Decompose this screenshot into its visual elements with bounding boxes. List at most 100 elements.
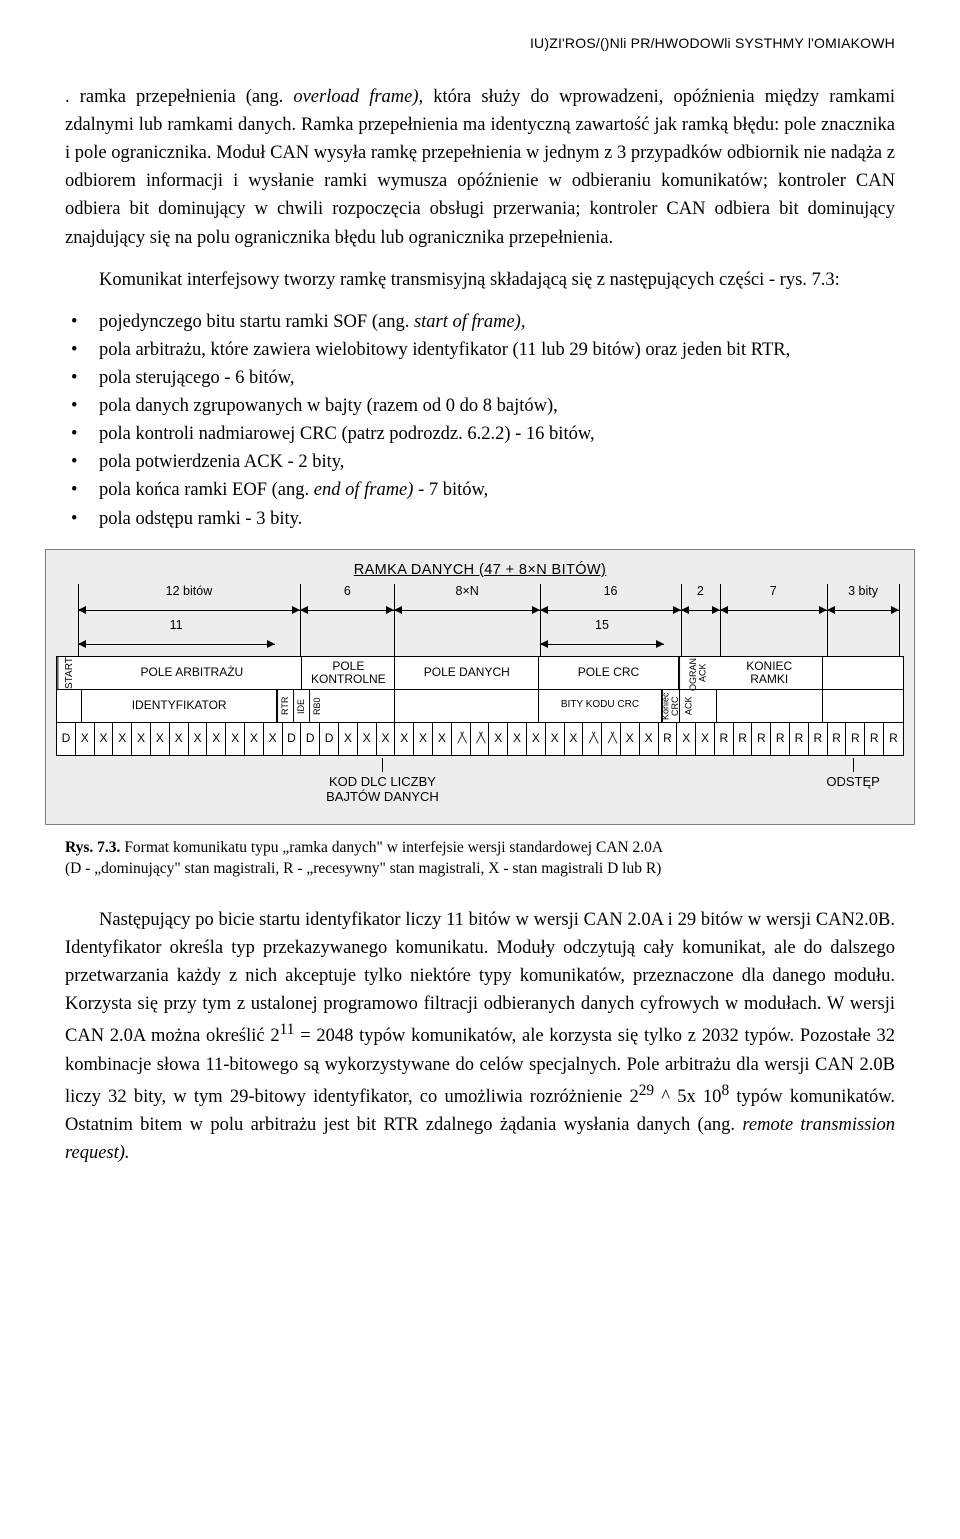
bit-cell <box>452 723 471 755</box>
bit-cell: R <box>865 723 884 755</box>
bit-cell: X <box>489 723 508 755</box>
bit-cell: D <box>320 723 339 755</box>
p3-sup1: 11 <box>280 1021 295 1038</box>
bit-cell: R <box>884 723 903 755</box>
dim-label: 3 bity <box>848 584 878 598</box>
list-item: pola kontroli nadmiarowej CRC (patrz pod… <box>65 420 895 448</box>
bit-cell: X <box>189 723 208 755</box>
bit-cell: X <box>696 723 715 755</box>
caption-label: Rys. 7.3. <box>65 839 120 856</box>
dim-label: 2 <box>697 584 704 598</box>
bit-cell <box>602 723 621 755</box>
bit-cell: R <box>659 723 678 755</box>
bit-cell: R <box>734 723 753 755</box>
bit-cell: R <box>828 723 847 755</box>
dim-label: 8×N <box>456 584 479 598</box>
bit-cell: R <box>809 723 828 755</box>
paragraph-intro-frame-parts: Komunikat interfejsowy tworzy ramkę tran… <box>65 266 895 294</box>
li-text: pola danych zgrupowanych w bajty (razem … <box>99 396 558 416</box>
frame-cell: BITY KODU CRC <box>539 690 662 722</box>
bit-cell: X <box>151 723 170 755</box>
bit-cell: X <box>339 723 358 755</box>
frame-cell: RB0 <box>309 690 325 722</box>
bit-cell: R <box>790 723 809 755</box>
frame-cell: Koniec CRC <box>662 690 679 722</box>
li-em: end of frame) <box>314 480 414 500</box>
frame-cell: OGRAN. ACK <box>679 657 717 689</box>
frame-cell: ACK <box>679 690 698 722</box>
bit-cell: X <box>433 723 452 755</box>
bit-cell: X <box>76 723 95 755</box>
bit-cell: X <box>358 723 377 755</box>
frame-cell: IDENTYFIKATOR <box>82 690 277 722</box>
frame-cell: POLEKONTROLNE <box>302 657 395 689</box>
p1-em1: overload frame), <box>293 87 423 107</box>
bit-cell: X <box>264 723 283 755</box>
frame-structure-box: STARTPOLE ARBITRAŻUPOLEKONTROLNEPOLE DAN… <box>56 656 904 756</box>
frame-cell <box>395 690 539 722</box>
running-header: IU)ZI'ROS/()Nli PR/HWODOWli SYSTHMY l'OM… <box>65 35 895 51</box>
caption-text: Format komunikatu typu „ramka danych" w … <box>120 839 663 856</box>
frame-cell <box>823 690 903 722</box>
bit-cell: X <box>113 723 132 755</box>
list-item: pola arbitrażu, które zawiera wielobitow… <box>65 336 895 364</box>
paragraph-identifier: Następujący po bicie startu identyfikato… <box>65 906 895 1167</box>
dim-label: 15 <box>595 618 609 632</box>
p3-sup3: 8 <box>721 1082 729 1099</box>
figure-title: RAMKA DANYCH (47 + 8×N BITÓW) <box>52 562 908 578</box>
below-label: KOD DLC LICZBYBAJTÓW DANYCH <box>306 758 459 805</box>
figure-below-labels: KOD DLC LICZBYBAJTÓW DANYCH ODSTĘP <box>56 758 904 810</box>
caption-legend: (D - „dominujący" stan magistrali, R - „… <box>65 860 661 877</box>
frame-cell <box>698 690 717 722</box>
bit-cell: X <box>508 723 527 755</box>
li-text: pojedynczego bitu startu ramki SOF (ang. <box>99 312 414 332</box>
bit-cell: X <box>170 723 189 755</box>
frame-cell: POLE ARBITRAŻU <box>82 657 302 689</box>
p3c: ^ 5x 10 <box>654 1087 721 1107</box>
dim-label: 6 <box>344 584 351 598</box>
bit-cell: X <box>245 723 264 755</box>
li-text: pola odstępu ramki - 3 bity. <box>99 509 302 529</box>
list-item: pola danych zgrupowanych w bajty (razem … <box>65 392 895 420</box>
list-item: pojedynczego bitu startu ramki SOF (ang.… <box>65 308 895 336</box>
bit-cell: X <box>546 723 565 755</box>
frame-cell <box>325 690 395 722</box>
figure-caption: Rys. 7.3. Format komunikatu typu „ramka … <box>65 837 895 880</box>
frame-parts-list: pojedynczego bitu startu ramki SOF (ang.… <box>65 308 895 533</box>
p3-sup2: 29 <box>639 1082 654 1099</box>
dim-label: 7 <box>770 584 777 598</box>
frame-cell <box>823 657 903 689</box>
li-text: pola potwierdzenia ACK - 2 bity, <box>99 452 344 472</box>
bit-cell: R <box>715 723 734 755</box>
below-label: ODSTĘP <box>802 758 904 790</box>
bit-cell: X <box>640 723 659 755</box>
li-text: pola kontroli nadmiarowej CRC (patrz pod… <box>99 424 595 444</box>
bit-cell <box>471 723 490 755</box>
frame-cell: START <box>57 657 82 689</box>
bit-cell: X <box>95 723 114 755</box>
dim-label: 12 bitów <box>166 584 213 598</box>
frame-row-bits: DXXXXXXXXXXXDDDXXXXXXXXXXXXXRXXRRRRRRRRR… <box>57 722 903 755</box>
li-em: start of frame), <box>414 312 526 332</box>
frame-cell: POLE CRC <box>539 657 679 689</box>
bit-cell <box>583 723 602 755</box>
frame-cell: POLE DANYCH <box>395 657 539 689</box>
li-text: pola sterującego - 6 bitów, <box>99 368 295 388</box>
p1-prefix: . ramka przepełnienia (ang. <box>65 87 293 107</box>
frame-row-fields: STARTPOLE ARBITRAŻUPOLEKONTROLNEPOLE DAN… <box>57 657 903 689</box>
frame-cell <box>57 690 82 722</box>
bit-cell: X <box>414 723 433 755</box>
bit-cell: X <box>395 723 414 755</box>
frame-cell <box>717 690 823 722</box>
bit-cell: X <box>621 723 640 755</box>
li-post: - 7 bitów, <box>413 480 488 500</box>
list-item: pola końca ramki EOF (ang. end of frame)… <box>65 476 895 504</box>
frame-cell: KONIECRAMKI <box>717 657 823 689</box>
bit-cell: X <box>565 723 584 755</box>
p1-rest: która służy do wprowadzeni, opóźnienia m… <box>65 87 895 248</box>
bit-cell: R <box>771 723 790 755</box>
paragraph-overload-frame: . ramka przepełnienia (ang. overload fra… <box>65 83 895 252</box>
bit-cell: D <box>57 723 76 755</box>
bit-cell: D <box>283 723 302 755</box>
bit-cell: R <box>846 723 865 755</box>
